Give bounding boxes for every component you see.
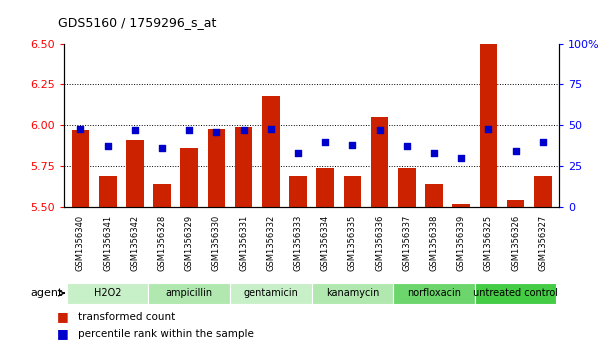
Point [211,129,221,135]
Bar [289,176,307,207]
Text: ■: ■ [57,327,69,340]
Point [429,150,439,156]
Bar [534,176,552,207]
Bar [452,204,470,207]
Text: untreated control: untreated control [473,288,558,298]
Bar [507,200,524,207]
Text: agent: agent [31,288,63,298]
Point [483,126,493,131]
Point [375,127,384,133]
Bar [153,184,171,207]
Text: kanamycin: kanamycin [326,288,379,298]
Bar [180,148,198,207]
Bar [262,96,280,207]
Text: H2O2: H2O2 [94,288,122,298]
Point [103,143,112,149]
Text: ampicillin: ampicillin [166,288,213,298]
Point [130,127,140,133]
Point [293,150,303,156]
Text: transformed count: transformed count [78,312,175,322]
Point [157,145,167,151]
Text: ■: ■ [57,310,69,323]
Bar [126,140,144,207]
Text: GDS5160 / 1759296_s_at: GDS5160 / 1759296_s_at [58,16,216,29]
Bar [316,168,334,207]
Point [456,155,466,161]
Bar [480,44,497,207]
Bar [398,168,415,207]
Point [266,126,276,131]
Bar [475,282,557,304]
Point [538,139,547,144]
Point [402,143,412,149]
Bar [230,282,312,304]
Text: gentamicin: gentamicin [243,288,298,298]
Bar [343,176,361,207]
Text: norfloxacin: norfloxacin [407,288,461,298]
Point [239,127,249,133]
Bar [235,127,252,207]
Point [185,127,194,133]
Bar [208,129,225,207]
Bar [371,117,389,207]
Point [320,139,330,144]
Point [76,126,86,131]
Text: percentile rank within the sample: percentile rank within the sample [78,329,254,339]
Bar [67,282,148,304]
Point [511,148,521,154]
Bar [425,184,443,207]
Point [348,142,357,148]
Bar [99,176,117,207]
Bar [312,282,393,304]
Bar [71,130,89,207]
Bar [393,282,475,304]
Bar [148,282,230,304]
